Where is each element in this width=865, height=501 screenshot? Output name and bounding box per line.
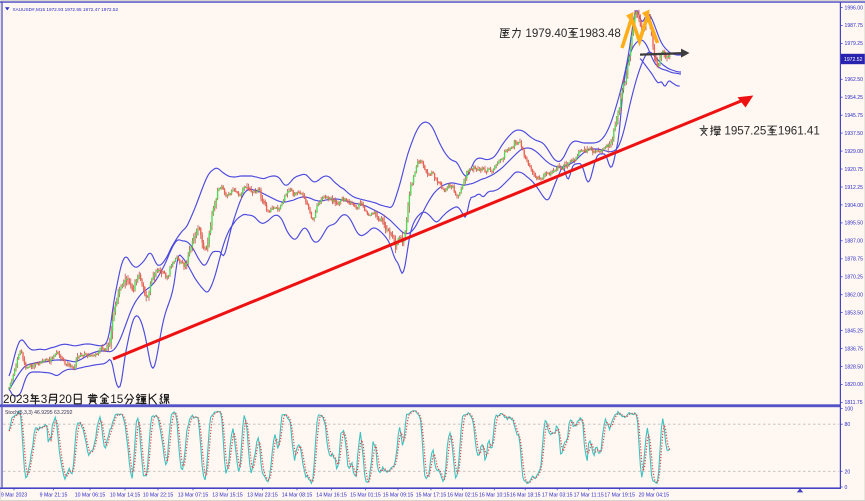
svg-text:1962.50: 1962.50 bbox=[845, 77, 864, 83]
svg-text:1862.00: 1862.00 bbox=[845, 293, 864, 299]
svg-text:10 Mar 22:15: 10 Mar 22:15 bbox=[143, 492, 174, 498]
svg-text:1870.25: 1870.25 bbox=[845, 275, 864, 281]
svg-text:17 Mar 03:15: 17 Mar 03:15 bbox=[542, 492, 573, 498]
svg-text:9 Mar 21:15: 9 Mar 21:15 bbox=[40, 492, 68, 498]
svg-text:1972.52: 1972.52 bbox=[844, 57, 863, 63]
svg-text:1845.25: 1845.25 bbox=[845, 328, 864, 334]
svg-text:XAUUSD#,M15 1972.93 1972.95 1: XAUUSD#,M15 1972.93 1972.95 1972.47 1972… bbox=[13, 7, 119, 12]
svg-text:1878.75: 1878.75 bbox=[845, 257, 864, 263]
svg-text:9 Mar 2023: 9 Mar 2023 bbox=[1, 492, 27, 498]
svg-text:16 Mar 10:15: 16 Mar 10:15 bbox=[479, 492, 510, 498]
svg-text:1945.75: 1945.75 bbox=[845, 113, 864, 119]
svg-text:1828.50: 1828.50 bbox=[845, 364, 864, 370]
svg-text:3: 3 bbox=[41, 393, 48, 406]
svg-text:1954.25: 1954.25 bbox=[845, 95, 864, 101]
svg-text:1912.25: 1912.25 bbox=[845, 185, 864, 191]
svg-text:1895.50: 1895.50 bbox=[845, 221, 864, 227]
svg-text:16 Mar 02:15: 16 Mar 02:15 bbox=[447, 492, 478, 498]
svg-text:1979.25: 1979.25 bbox=[845, 41, 864, 47]
svg-text:14 Mar 16:15: 14 Mar 16:15 bbox=[316, 492, 347, 498]
svg-text:1983.48: 1983.48 bbox=[579, 27, 621, 40]
svg-text:17 Mar 19:15: 17 Mar 19:15 bbox=[604, 492, 635, 498]
svg-text:10 Mar 14:15: 10 Mar 14:15 bbox=[110, 492, 141, 498]
svg-text:20: 20 bbox=[59, 393, 73, 406]
svg-text:15: 15 bbox=[110, 393, 124, 406]
svg-text:1904.00: 1904.00 bbox=[845, 203, 864, 209]
svg-text:13 Mar 23:15: 13 Mar 23:15 bbox=[247, 492, 278, 498]
svg-text:14 Mar 08:15: 14 Mar 08:15 bbox=[282, 492, 313, 498]
svg-text:2023: 2023 bbox=[3, 393, 29, 406]
svg-text:13 Mar 07:15: 13 Mar 07:15 bbox=[178, 492, 209, 498]
svg-text:1987.75: 1987.75 bbox=[845, 23, 864, 29]
svg-text:1920.75: 1920.75 bbox=[845, 167, 864, 173]
svg-text:0: 0 bbox=[845, 485, 848, 491]
svg-text:20: 20 bbox=[845, 469, 851, 475]
svg-text:1836.75: 1836.75 bbox=[845, 346, 864, 352]
svg-text:20 Mar 04:15: 20 Mar 04:15 bbox=[639, 492, 670, 498]
svg-text:1929.00: 1929.00 bbox=[845, 149, 864, 155]
svg-text:1937.50: 1937.50 bbox=[845, 131, 864, 137]
svg-text:15 Mar 17:15: 15 Mar 17:15 bbox=[416, 492, 447, 498]
svg-text:10 Mar 06:15: 10 Mar 06:15 bbox=[75, 492, 106, 498]
svg-text:1853.50: 1853.50 bbox=[845, 310, 864, 316]
svg-text:1979.40: 1979.40 bbox=[525, 27, 567, 40]
svg-text:17 Mar 11:15: 17 Mar 11:15 bbox=[574, 492, 604, 498]
svg-text:1811.75: 1811.75 bbox=[845, 400, 863, 406]
svg-text:15 Mar 01:15: 15 Mar 01:15 bbox=[350, 492, 381, 498]
svg-text:1887.00: 1887.00 bbox=[845, 239, 864, 245]
svg-text:1961.41: 1961.41 bbox=[778, 125, 820, 138]
svg-text:1996.00: 1996.00 bbox=[845, 5, 864, 11]
svg-text:100: 100 bbox=[845, 407, 854, 413]
svg-text:15 Mar 09:15: 15 Mar 09:15 bbox=[383, 492, 414, 498]
svg-text:13 Mar 15:15: 13 Mar 15:15 bbox=[212, 492, 243, 498]
svg-text:16 Mar 18:15: 16 Mar 18:15 bbox=[510, 492, 541, 498]
svg-text:1820.00: 1820.00 bbox=[845, 382, 864, 388]
svg-text:80: 80 bbox=[845, 422, 851, 428]
svg-text:1957.25: 1957.25 bbox=[724, 125, 766, 138]
svg-text:Stoch(5,3,3) 46.9295 63.2292: Stoch(5,3,3) 46.9295 63.2292 bbox=[5, 410, 73, 416]
